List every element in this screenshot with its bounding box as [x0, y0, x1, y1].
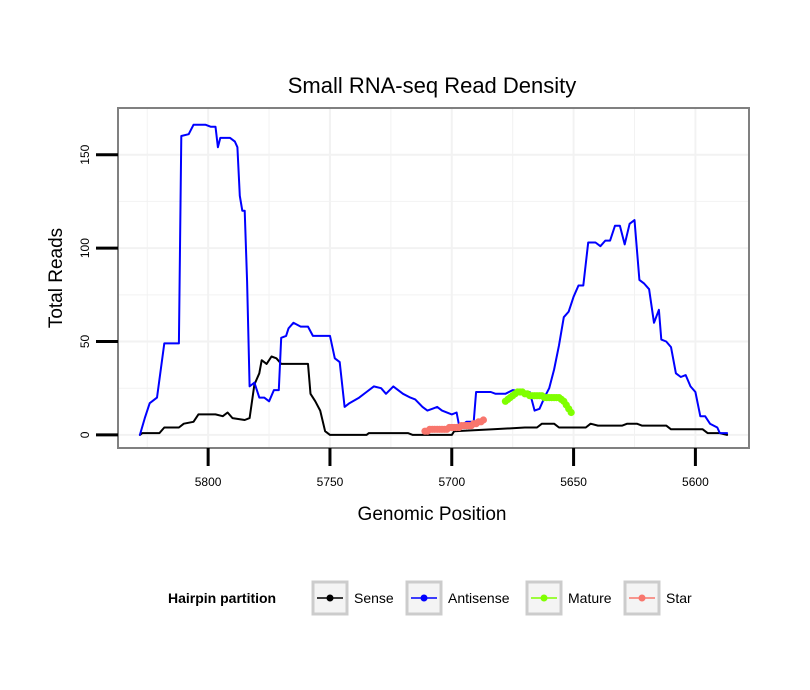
- x-tick-label: 5700: [438, 475, 465, 489]
- legend-key-point: [420, 594, 428, 602]
- y-axis-title: Total Reads: [46, 228, 67, 328]
- plot-border: [117, 107, 750, 449]
- legend-key-point: [540, 594, 548, 602]
- y-tick-label: 100: [78, 238, 92, 258]
- legend-item-sense: Sense: [311, 580, 394, 616]
- legend-item-star: Star: [623, 580, 692, 616]
- legend-key-point: [638, 594, 646, 602]
- series-antisense: [138, 123, 729, 436]
- series-layer: [138, 123, 729, 436]
- data-point-mature: [567, 408, 575, 417]
- legend-label-mature: Mature: [568, 590, 612, 606]
- series-line-sense: [138, 355, 729, 436]
- legend-key-point: [326, 594, 334, 602]
- legend-label-star: Star: [666, 590, 692, 606]
- y-tick-label: 0: [78, 431, 92, 438]
- x-tick-label: 5750: [317, 475, 344, 489]
- y-axis: 0 50 100 150: [78, 144, 118, 438]
- series-mature: [501, 388, 575, 417]
- legend-item-antisense: Antisense: [405, 580, 510, 616]
- series-line-antisense: [138, 123, 729, 436]
- series-sense: [138, 355, 729, 436]
- series-star: [421, 416, 487, 435]
- y-tick-label: 50: [78, 335, 92, 349]
- legend-items: Sense Antisense Mature Star: [311, 580, 692, 616]
- legend-label-antisense: Antisense: [448, 590, 510, 606]
- legend-title: Hairpin partition: [168, 590, 276, 606]
- x-tick-label: 5600: [682, 475, 709, 489]
- x-tick-label: 5800: [195, 475, 222, 489]
- x-axis: 5800 5750 5700 5650 5600: [195, 448, 709, 489]
- legend: Hairpin partition Sense Antisense Mature St…: [168, 580, 692, 616]
- chart-title: Small RNA-seq Read Density: [288, 73, 577, 98]
- x-axis-title: Genomic Position: [358, 504, 507, 525]
- y-tick-label: 150: [78, 144, 92, 164]
- x-tick-label: 5650: [560, 475, 587, 489]
- data-point-star: [479, 416, 487, 424]
- legend-label-sense: Sense: [354, 590, 394, 606]
- legend-item-mature: Mature: [525, 580, 612, 616]
- plot-background: [118, 108, 749, 448]
